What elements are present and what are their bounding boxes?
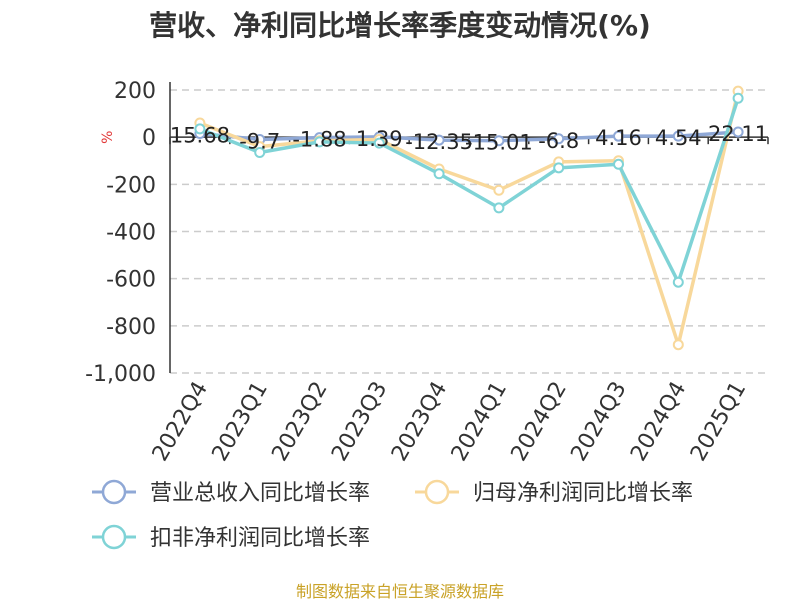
x-tick-label: 2024Q4 [626,378,691,466]
data-label: 1.39 [356,127,403,151]
y-axis-label: % [100,131,116,144]
data-point [493,135,505,147]
data-label: -12.35 [405,130,473,154]
data-point [553,133,565,145]
series-line [199,130,739,143]
data-point [254,146,266,158]
data-point [613,158,624,170]
series-line [199,90,740,347]
data-point [433,134,445,146]
chart-title: 营收、净利同比增长率季度变动情况(%) [149,9,651,42]
y-tick-label: -800 [106,315,156,340]
data-point [553,162,565,174]
source-note: 制图数据来自恒生聚源数据库 [295,582,504,601]
data-label: 4.16 [595,126,642,150]
data-point [613,130,624,142]
legend-label: 归母净利润同比增长率 [473,481,693,506]
data-point [493,202,505,214]
data-label: 15.68 [170,123,230,147]
data-point [194,123,206,135]
x-tick-label: 2024Q3 [566,378,631,466]
legend-marker [101,479,127,505]
data-label: -15.01 [465,131,533,155]
grid-lines [170,89,768,374]
data-label: 22.11 [708,122,768,146]
data-label: -1.88 [292,128,346,152]
data-label: -6.8 [538,129,579,153]
y-tick-label: -1,000 [85,362,156,387]
x-tick-label: 2022Q4 [148,378,213,466]
data-point [314,136,325,148]
y-tick-label: 0 [142,126,156,151]
data-point [672,339,684,351]
legend-label: 扣非净利润同比增长率 [150,526,370,551]
data-point [672,276,684,288]
x-tick-label: 2023Q1 [208,378,273,466]
data-point [672,130,684,142]
y-tick-label: 200 [114,79,156,104]
data-point [433,168,445,180]
series-line [199,97,740,284]
x-tick-label: 2025Q1 [686,378,751,466]
x-tick-label: 2024Q1 [447,378,512,466]
data-label: 4.54 [655,126,702,150]
x-tick-label: 2024Q2 [507,378,572,466]
legend-label: 营业总收入同比增长率 [150,481,370,506]
x-tick-label: 2023Q2 [267,378,332,466]
x-tick-label: 2023Q4 [387,377,452,465]
y-tick-label: -200 [106,173,156,198]
legend-marker [424,479,450,505]
data-point [732,126,744,138]
y-tick-label: -400 [106,221,156,246]
data-point [373,137,385,149]
data-point [732,92,744,104]
x-tick-label: 2023Q3 [327,378,392,466]
data-labels: 15.68 -9.7 -1.88 1.39 -12.35-15.01 -6.8 4.16 4.… [170,122,768,155]
legend-marker [101,524,127,550]
data-label: -9.7 [239,129,280,153]
y-tick-label: -600 [106,268,156,293]
series-lines [194,85,744,351]
data-point [493,184,505,196]
